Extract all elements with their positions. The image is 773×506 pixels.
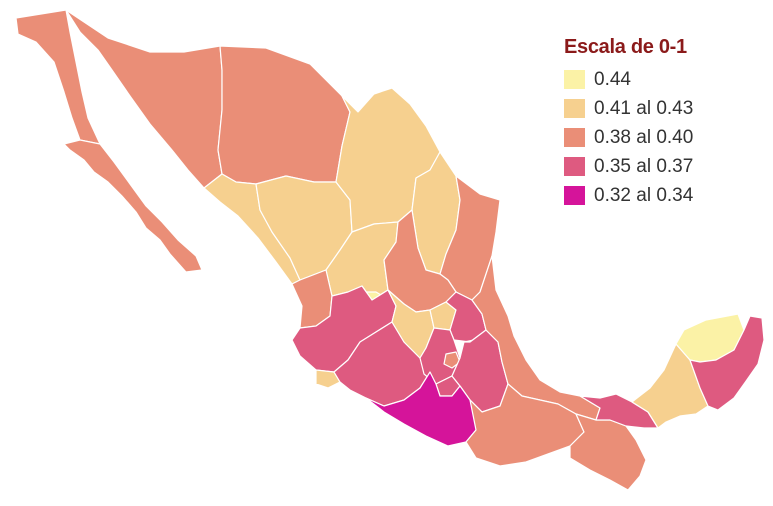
legend-label-3: 0.35 al 0.37: [594, 155, 694, 177]
state-guerrero: [365, 371, 483, 447]
legend-label-1: 0.41 al 0.43: [594, 97, 694, 119]
legend-swatch-1: [564, 99, 585, 118]
state-tabasco: [579, 393, 659, 429]
state-chihuahua: [217, 45, 351, 185]
legend-swatch-4: [564, 186, 585, 205]
legend-item-0: 0.44: [564, 65, 764, 94]
state-colima: [315, 369, 341, 389]
legend-title: Escala de 0-1: [564, 36, 687, 58]
legend-swatch-2: [564, 128, 585, 147]
legend-label-4: 0.32 al 0.34: [594, 184, 694, 206]
state-baja-california-sur: [63, 139, 203, 273]
legend-item-3: 0.35 al 0.37: [564, 152, 764, 181]
states-layer: [15, 9, 765, 491]
legend: Escala de 0-1 0.44 0.41 al 0.43 0.38 al …: [564, 36, 764, 210]
legend-item-4: 0.32 al 0.34: [564, 181, 764, 210]
legend-swatch-0: [564, 70, 585, 89]
legend-swatch-3: [564, 157, 585, 176]
legend-item-1: 0.41 al 0.43: [564, 94, 764, 123]
state-ciudad-de-mexico: [443, 351, 461, 369]
state-quintana-roo: [689, 315, 765, 411]
legend-item-2: 0.38 al 0.40: [564, 123, 764, 152]
legend-label-0: 0.44: [594, 68, 631, 90]
legend-label-2: 0.38 al 0.40: [594, 126, 694, 148]
